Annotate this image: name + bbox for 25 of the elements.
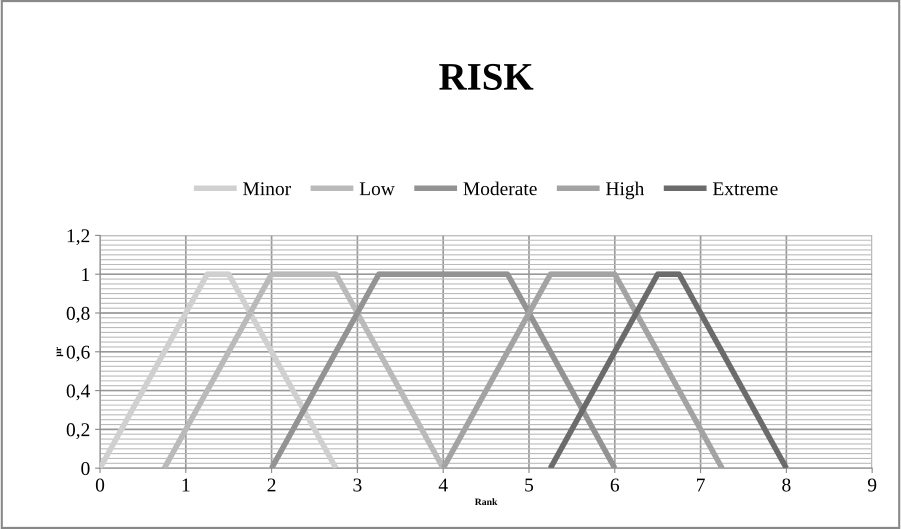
legend-label: High bbox=[606, 182, 644, 200]
y-tick-label: 0,6 bbox=[66, 346, 90, 362]
x-tick-label: 7 bbox=[697, 478, 705, 492]
x-tick-label: 5 bbox=[525, 478, 534, 492]
legend-label: Extreme bbox=[712, 182, 778, 196]
y-tick-label: 0 bbox=[81, 462, 90, 476]
legend-label: Minor bbox=[243, 182, 291, 196]
y-tick-label: 0,8 bbox=[66, 306, 90, 323]
x-tick-label: 1 bbox=[182, 478, 190, 492]
y-tick-label: 1,2 bbox=[68, 229, 90, 246]
chart-title: RISK bbox=[439, 64, 534, 90]
x-tick-label: 2 bbox=[268, 478, 276, 492]
y-tick-label: 0,2 bbox=[66, 423, 90, 440]
x-axis-title: Rank bbox=[474, 498, 498, 506]
y-tick-label: 1 bbox=[82, 268, 90, 281]
x-tick-label: 4 bbox=[438, 478, 448, 492]
y-axis-title: μr bbox=[56, 347, 64, 357]
y-tick-label: 0,4 bbox=[66, 384, 90, 400]
legend-label: Moderate bbox=[463, 182, 537, 196]
x-tick-label: 9 bbox=[868, 478, 876, 492]
x-tick-label: 8 bbox=[782, 478, 790, 492]
x-tick-label: 3 bbox=[353, 478, 362, 492]
legend-label: Low bbox=[360, 182, 395, 196]
x-tick-label: 6 bbox=[610, 478, 620, 492]
x-tick-label: 0 bbox=[96, 478, 104, 492]
